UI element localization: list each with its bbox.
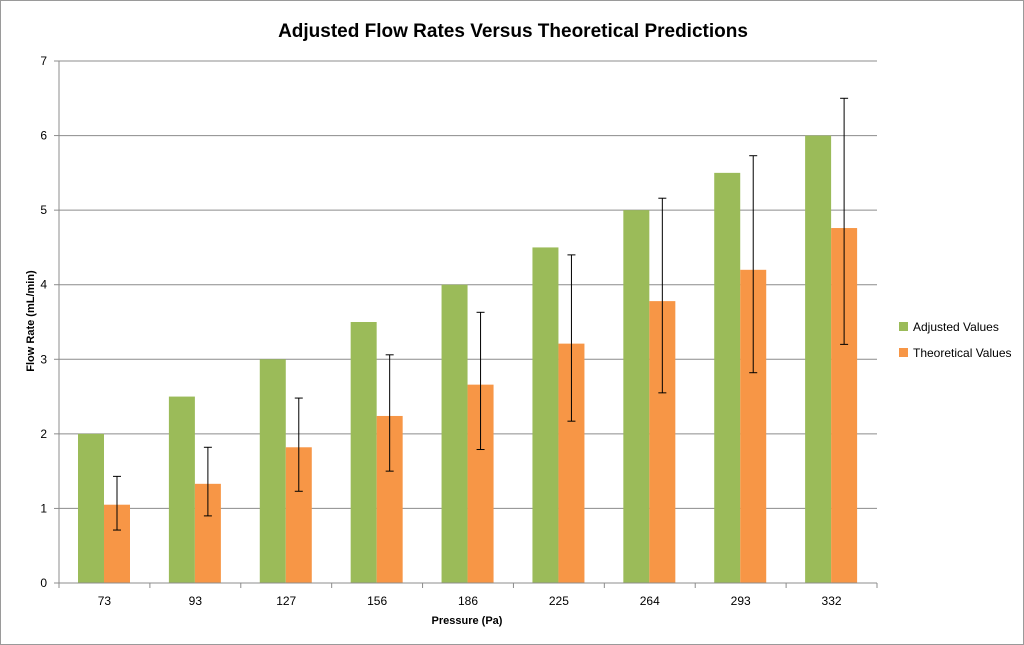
error-bar: [203, 446, 212, 517]
legend-entry: Adjusted Values: [899, 320, 999, 334]
adjusted-bar: [168, 396, 195, 583]
legend-swatch: [899, 322, 908, 331]
y-tick-label: 5: [40, 203, 47, 217]
x-axis-title: Pressure (Pa): [432, 615, 503, 627]
y-tick-label: 2: [40, 427, 47, 441]
adjusted-bar: [78, 433, 104, 583]
adjusted-bar: [350, 322, 377, 583]
adjusted-bar: [805, 135, 832, 584]
x-tick-label: 186: [458, 594, 478, 608]
legend-label: Adjusted Values: [913, 320, 999, 334]
x-tick-label: 264: [640, 594, 660, 608]
y-tick-label: 7: [40, 54, 47, 68]
x-tick-label: 73: [98, 594, 112, 608]
legend-entry: Theoretical Values: [899, 346, 1012, 360]
x-tick-label: 293: [731, 594, 751, 608]
error-bar: [658, 197, 667, 394]
x-tick-label: 93: [189, 594, 203, 608]
adjusted-bar: [259, 359, 286, 583]
y-axis-title: Flow Rate (mL/min): [25, 270, 37, 372]
axes: [54, 60, 878, 588]
error-bar: [294, 397, 303, 492]
x-tick-label: 225: [549, 594, 569, 608]
adjusted-bar: [714, 172, 741, 583]
adjusted-bar: [441, 284, 468, 583]
x-tick-label: 156: [367, 594, 387, 608]
y-tick-label: 1: [40, 501, 47, 515]
gridlines: [59, 60, 877, 509]
x-tick-label: 127: [276, 594, 296, 608]
error-bars: [113, 97, 849, 531]
legend: Adjusted Values Theoretical Values: [899, 320, 1012, 360]
y-tick-label: 0: [40, 576, 47, 590]
adjusted-bar: [623, 210, 650, 583]
error-bar: [113, 475, 121, 531]
legend-label: Theoretical Values: [913, 346, 1012, 360]
error-bar: [840, 97, 849, 345]
legend-swatch: [899, 348, 908, 357]
error-bar: [567, 254, 576, 422]
error-bar: [385, 354, 394, 472]
y-tick-label: 4: [40, 278, 47, 292]
adjusted-bar: [532, 247, 559, 583]
error-bar: [476, 311, 485, 451]
bars: [78, 135, 858, 584]
y-tick-label: 3: [40, 352, 47, 366]
error-bar: [749, 155, 758, 374]
tick-labels: 0 1 2 3 4 5 6 7 73 93 127 156 186 225 264 293 332: [40, 54, 842, 608]
y-tick-label: 6: [40, 129, 47, 143]
chart-title: Adjusted Flow Rates Versus Theoretical P…: [278, 21, 748, 42]
x-tick-label: 332: [822, 594, 842, 608]
